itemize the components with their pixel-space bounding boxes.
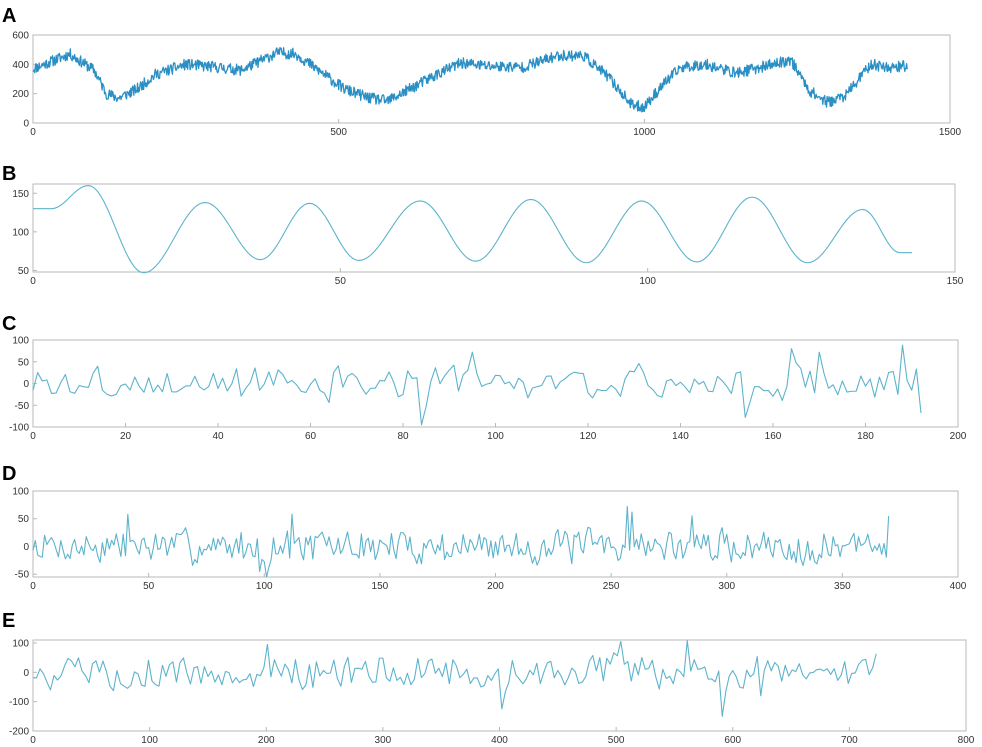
x-tick-label: 200 xyxy=(258,735,275,746)
panel-label: D xyxy=(2,463,16,485)
series-line xyxy=(32,47,908,113)
y-tick-label: 0 xyxy=(23,542,29,553)
axes-frame xyxy=(32,490,959,578)
y-tick-label: -100 xyxy=(9,697,29,708)
panel-label: A xyxy=(2,5,16,27)
x-tick-label: 0 xyxy=(30,431,36,442)
y-tick-label: 150 xyxy=(12,189,29,200)
y-tick-label: 0 xyxy=(23,668,29,679)
x-tick-label: 100 xyxy=(256,581,273,592)
x-tick-label: 160 xyxy=(765,431,782,442)
x-tick-label: 180 xyxy=(857,431,874,442)
x-tick-label: 700 xyxy=(841,735,858,746)
y-tick-label: -200 xyxy=(9,727,29,738)
x-tick-label: 800 xyxy=(958,735,975,746)
x-tick-label: 200 xyxy=(487,581,504,592)
x-tick-label: 1000 xyxy=(633,127,656,138)
x-tick-label: 140 xyxy=(672,431,689,442)
y-tick-label: 400 xyxy=(12,60,29,71)
x-tick-label: 50 xyxy=(335,276,347,287)
x-tick-label: 150 xyxy=(947,276,964,287)
panel-label: B xyxy=(2,163,16,185)
x-tick-label: 500 xyxy=(330,127,347,138)
y-tick-label: 50 xyxy=(18,357,30,368)
x-tick-label: 0 xyxy=(30,735,36,746)
y-tick-label: 50 xyxy=(18,266,30,277)
x-tick-label: 120 xyxy=(580,431,597,442)
x-tick-label: 400 xyxy=(491,735,508,746)
x-tick-label: 0 xyxy=(30,276,36,287)
y-tick-label: 600 xyxy=(12,31,29,42)
x-tick-label: 100 xyxy=(141,735,158,746)
panel-e: E 0 100 200 300 400 500 600 700 800 -200 -100 0 100 xyxy=(2,610,975,746)
series-line xyxy=(33,184,912,274)
x-tick-label: 1500 xyxy=(939,127,962,138)
y-tick-label: 0 xyxy=(23,379,29,390)
x-tick-label: 250 xyxy=(603,581,620,592)
x-tick-label: 100 xyxy=(487,431,504,442)
series-line xyxy=(32,640,877,717)
y-tick-label: 100 xyxy=(12,487,29,498)
panel-label: E xyxy=(2,610,15,632)
y-tick-label: 200 xyxy=(12,89,29,100)
x-tick-label: 100 xyxy=(639,276,656,287)
y-tick-label: 100 xyxy=(12,638,29,649)
x-tick-label: 60 xyxy=(305,431,317,442)
panel-label: C xyxy=(2,313,16,335)
x-tick-label: 200 xyxy=(950,431,967,442)
x-tick-label: 0 xyxy=(30,581,36,592)
x-tick-label: 600 xyxy=(724,735,741,746)
x-tick-label: 300 xyxy=(375,735,392,746)
panel-c: C 0 20 40 60 80 100 120 140 160 180 200 -100 -50 0 50 10… xyxy=(2,313,967,442)
y-tick-label: 50 xyxy=(18,514,30,525)
axes-frame xyxy=(32,34,951,124)
panel-a: A 0 500 1000 1500 0 200 400 600 xyxy=(2,5,962,138)
x-tick-label: 300 xyxy=(718,581,735,592)
x-tick-label: 350 xyxy=(834,581,851,592)
x-tick-label: 20 xyxy=(120,431,132,442)
y-tick-label: 100 xyxy=(12,336,29,347)
series-line xyxy=(32,344,922,426)
x-tick-label: 400 xyxy=(950,581,967,592)
y-tick-label: -50 xyxy=(15,401,30,412)
x-tick-label: 150 xyxy=(372,581,389,592)
x-tick-label: 500 xyxy=(608,735,625,746)
x-tick-label: 0 xyxy=(30,127,36,138)
y-tick-label: -50 xyxy=(15,570,30,581)
x-tick-label: 50 xyxy=(143,581,155,592)
axes-frame xyxy=(32,183,956,273)
y-tick-label: 0 xyxy=(23,119,29,130)
y-tick-label: -100 xyxy=(9,423,29,434)
x-tick-label: 80 xyxy=(397,431,409,442)
x-tick-label: 40 xyxy=(212,431,224,442)
series-line xyxy=(32,505,890,578)
y-tick-label: 100 xyxy=(12,227,29,238)
